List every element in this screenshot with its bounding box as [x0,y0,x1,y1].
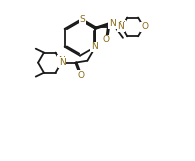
Text: O: O [77,71,84,80]
Text: N: N [91,42,98,51]
Text: O: O [103,35,110,44]
Text: N: N [117,22,124,31]
Text: N: N [109,19,116,28]
Text: N: N [118,21,125,30]
Text: N: N [58,56,65,65]
Text: O: O [141,22,148,31]
Text: S: S [80,15,85,24]
Text: N: N [59,58,66,67]
